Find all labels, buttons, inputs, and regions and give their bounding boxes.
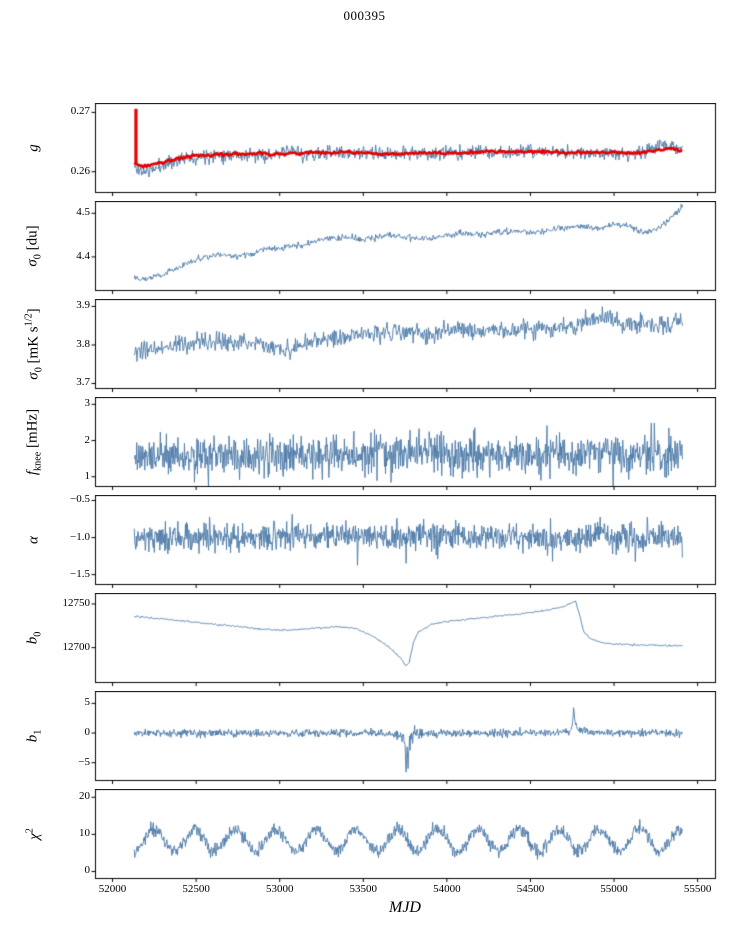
panel-chi2-ylabel: χ2 bbox=[24, 828, 43, 840]
panel-alpha-ylabel: α bbox=[25, 536, 42, 544]
figure-title: 000395 bbox=[343, 8, 386, 23]
panel-g-ytick: 0.27 bbox=[70, 105, 90, 118]
panel-fknee-plot bbox=[0, 397, 729, 494]
panel-sigma0-mk-ytick: 3.9 bbox=[76, 299, 90, 312]
panel-alpha-ytick: −0.5 bbox=[70, 493, 90, 506]
panel-alpha-ytick: −1.5 bbox=[70, 567, 90, 580]
panel-b0-ytick: 12750 bbox=[62, 596, 91, 609]
panel-sigma0-du-plot bbox=[0, 201, 729, 298]
panel-b1-ytick: 5 bbox=[84, 696, 91, 709]
panel-fknee-ytick: 1 bbox=[84, 469, 91, 482]
x-tick-label: 55000 bbox=[600, 883, 628, 895]
panel-g-ylabel: g bbox=[25, 144, 42, 152]
panel-g-ytick: 0.26 bbox=[70, 164, 90, 177]
panel-alpha-plot bbox=[0, 495, 729, 592]
panel-b0-ytick: 12700 bbox=[62, 640, 91, 653]
panel-chi2-ytick: 0 bbox=[84, 864, 91, 877]
panel-sigma0-mk-plot bbox=[0, 299, 729, 396]
x-tick-label: 54000 bbox=[433, 883, 461, 895]
panel-chi2-ytick: 20 bbox=[79, 790, 90, 803]
panel-sigma0-mk-ylabel: σ0 [mK s1/2] bbox=[23, 308, 45, 380]
x-tick-label: 52000 bbox=[98, 883, 127, 895]
panel-sigma0-mk-ytick: 3.8 bbox=[76, 337, 90, 350]
x-tick-label: 53000 bbox=[265, 883, 294, 895]
x-axis-label: MJD bbox=[389, 899, 421, 916]
x-tick-label: 54500 bbox=[516, 883, 545, 895]
x-tick-label: 52500 bbox=[182, 883, 210, 895]
panel-alpha-ytick: −1.0 bbox=[70, 530, 90, 543]
panel-fknee-ylabel: fknee [mHz] bbox=[24, 408, 44, 476]
x-tick-label: 53500 bbox=[349, 883, 378, 895]
panel-sigma0-du-ytick: 4.5 bbox=[76, 206, 90, 219]
panel-b1-ytick: 0 bbox=[84, 726, 91, 739]
panel-b1-ylabel: b1 bbox=[24, 729, 44, 743]
panel-sigma0-du-ylabel: σ0 [du] bbox=[24, 225, 44, 267]
panel-g-plot bbox=[0, 103, 729, 200]
panel-chi2-plot bbox=[0, 789, 729, 886]
panel-sigma0-mk-ytick: 3.7 bbox=[76, 376, 90, 389]
panel-chi2-ytick: 10 bbox=[79, 827, 90, 840]
panel-fknee-ytick: 3 bbox=[84, 397, 91, 410]
panel-b0-plot bbox=[0, 593, 729, 690]
panel-b0-ylabel: b0 bbox=[24, 631, 44, 645]
x-tick-label: 55500 bbox=[683, 883, 712, 895]
panel-b1-ytick: −5 bbox=[78, 755, 90, 768]
panel-sigma0-du-ytick: 4.4 bbox=[76, 249, 90, 262]
panel-b1-plot bbox=[0, 691, 729, 788]
panel-fknee-ytick: 2 bbox=[84, 433, 91, 446]
